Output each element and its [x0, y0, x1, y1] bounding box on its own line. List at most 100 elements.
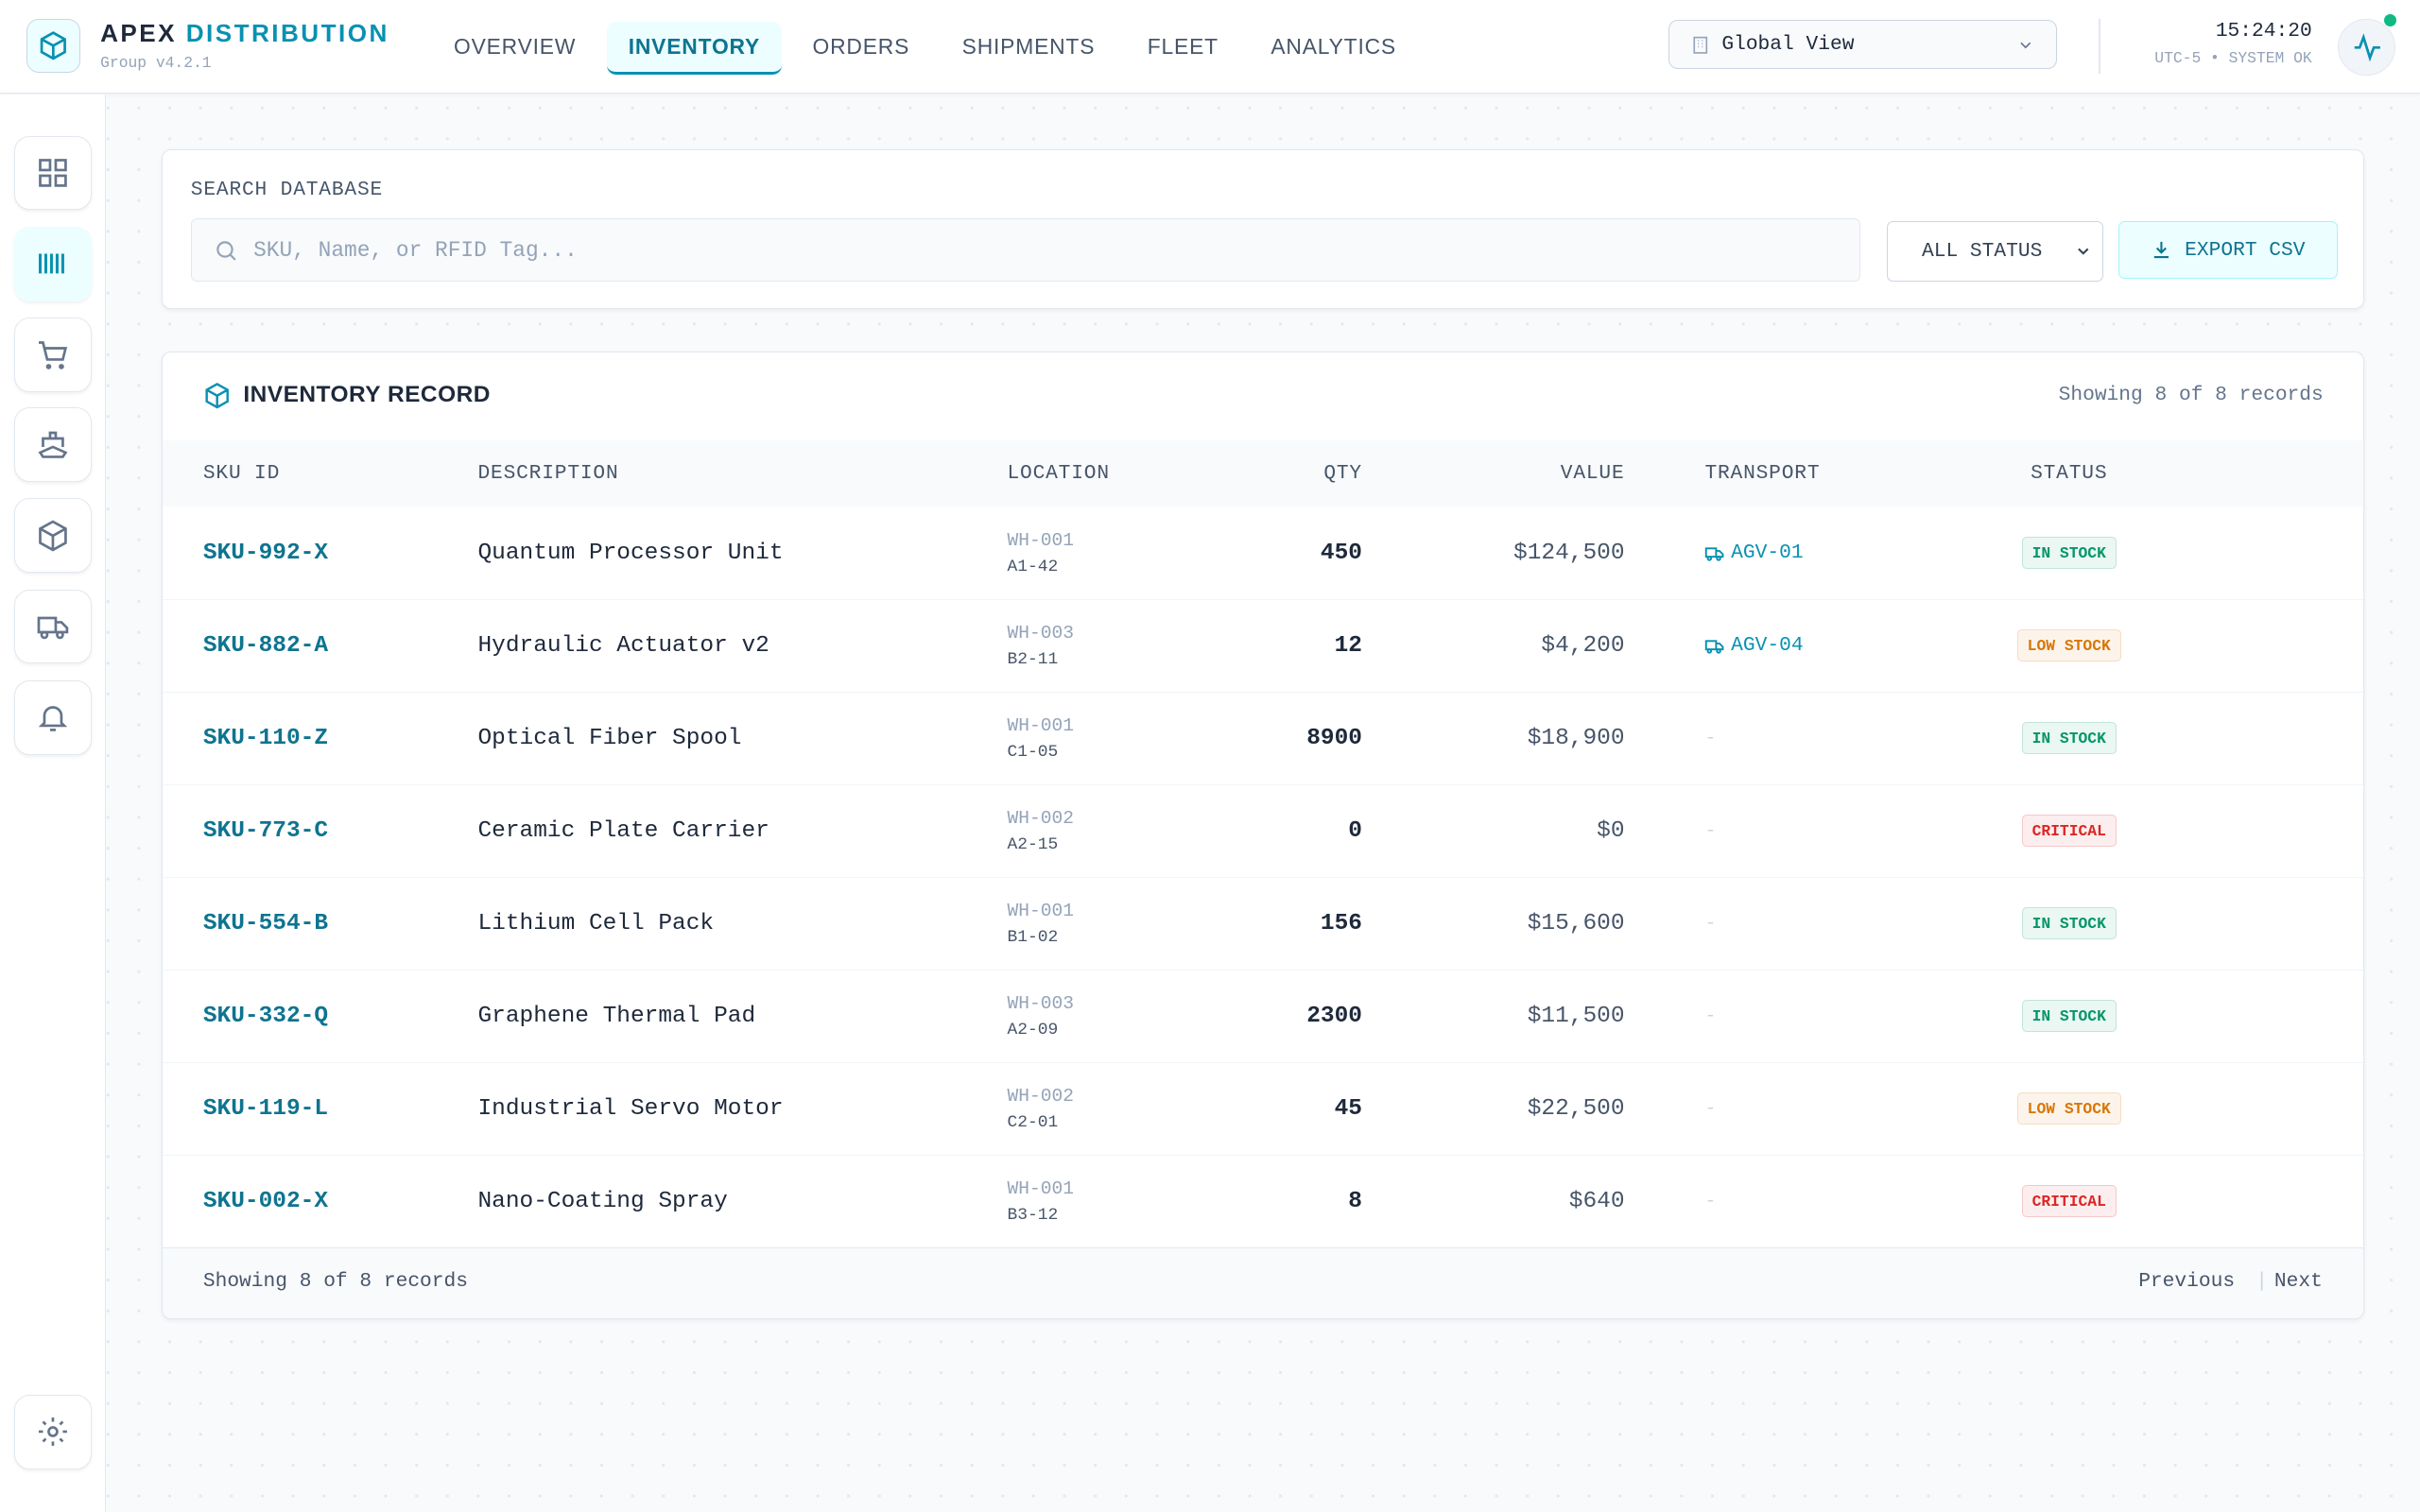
gear-icon — [38, 1418, 67, 1447]
grid-icon — [38, 159, 67, 187]
sku-cell: SKU-882-A — [203, 599, 435, 692]
sku-cell: SKU-992-X — [203, 507, 435, 599]
value-cell: $22,500 — [1470, 1062, 1625, 1155]
status-badge: IN STOCK — [2021, 907, 2117, 940]
quantity: 450 — [1320, 540, 1362, 566]
quantity: 45 — [1334, 1095, 1362, 1122]
warehouse: WH-003 — [1007, 622, 1074, 644]
transport[interactable]: AGV-04 — [1731, 634, 1804, 658]
bin: B1-02 — [1007, 928, 1059, 948]
value: $15,600 — [1527, 910, 1625, 936]
transport: - — [1704, 820, 1717, 842]
table-row[interactable]: SKU-110-Z Optical Fiber Spool WH-001 C1-05 8… — [163, 692, 2364, 786]
sku-id[interactable]: SKU-119-L — [202, 1095, 329, 1122]
column-header: SKU ID — [203, 440, 435, 507]
transport-cell: - — [1704, 970, 1890, 1062]
nav-inventory[interactable] — [13, 226, 92, 301]
table-row[interactable]: SKU-992-X Quantum Processor Unit WH-001 A1-… — [163, 507, 2364, 601]
sku-id[interactable]: SKU-882-A — [202, 632, 329, 659]
location-cell: WH-003 A2-09 — [1007, 970, 1192, 1062]
status-badge: IN STOCK — [2021, 1000, 2117, 1033]
logo-icon — [40, 31, 67, 60]
sku-id[interactable]: SKU-332-Q — [202, 1003, 329, 1029]
qty-cell: 8 — [1208, 1155, 1362, 1247]
view-select[interactable]: Global View — [1668, 20, 2058, 70]
export-button[interactable]: EXPORT CSV — [2118, 221, 2338, 279]
nav: OVERVIEW INVENTORY ORDERS SHIPMENTS FLEET ANA… — [432, 21, 1418, 75]
sku-cell: SKU-332-Q — [203, 970, 435, 1062]
value-cell: $4,200 — [1470, 599, 1624, 692]
location-cell: WH-001 B3-12 — [1007, 1155, 1192, 1247]
value: $22,500 — [1527, 1095, 1625, 1122]
transport-cell: AGV-01 — [1704, 507, 1890, 599]
location-cell: WH-001 C1-05 — [1007, 692, 1192, 784]
description-cell: Nano-Coating Spray — [477, 1155, 971, 1247]
cart-icon — [38, 340, 67, 369]
transport[interactable]: AGV-01 — [1731, 541, 1804, 565]
status-filter[interactable]: ALL STATUS — [1887, 221, 2103, 283]
nav-dashboard[interactable] — [13, 135, 92, 211]
box-icon — [205, 383, 229, 409]
nav-tab[interactable]: ANALYTICS — [1270, 33, 1396, 59]
quantity: 156 — [1320, 910, 1362, 936]
qty-cell: 8900 — [1208, 692, 1362, 784]
sku-id[interactable]: SKU-992-X — [202, 540, 329, 566]
quantity: 2300 — [1306, 1003, 1362, 1029]
description: Quantum Processor Unit — [477, 540, 784, 566]
sku-cell: SKU-773-C — [203, 784, 435, 877]
description-cell: Lithium Cell Pack — [477, 877, 971, 970]
transport: - — [1704, 1005, 1717, 1027]
value-cell: $11,500 — [1470, 970, 1625, 1062]
column-header-row: SKU ID DESCRIPTION LOCATION QTY VALUE TRANSPO… — [163, 440, 2364, 507]
nav-tab[interactable]: SHIPMENTS — [961, 33, 1096, 59]
table-row[interactable]: SKU-119-L Industrial Servo Motor WH-002 C2-… — [163, 1062, 2364, 1157]
column-header: STATUS — [1977, 440, 2162, 507]
nav-shipments[interactable] — [13, 407, 92, 482]
bin: A2-09 — [1007, 1021, 1059, 1040]
nav-alerts[interactable] — [13, 679, 92, 755]
warehouse: WH-001 — [1007, 1177, 1074, 1199]
nav-tab[interactable]: FLEET — [1147, 33, 1219, 59]
table-row[interactable]: SKU-882-A Hydraulic Actuator v2 WH-003 B2-1… — [163, 599, 2364, 694]
export-label: EXPORT CSV — [2185, 238, 2306, 262]
search-label: SEARCH DATABASE — [190, 178, 384, 201]
quantity: 12 — [1334, 632, 1362, 659]
nav-settings[interactable] — [13, 1394, 92, 1469]
column-header: TRANSPORT — [1704, 440, 1890, 507]
nav-packages[interactable] — [13, 498, 92, 574]
transport-cell: - — [1704, 692, 1890, 784]
download-icon — [2154, 242, 2169, 259]
nav-tab[interactable]: ORDERS — [812, 33, 910, 59]
clock: 15:24:20 — [2215, 20, 2312, 43]
nav-orders[interactable] — [13, 318, 92, 393]
nav-fleet[interactable] — [13, 589, 92, 664]
search-input[interactable]: SKU, Name, or RFID Tag... — [190, 218, 1861, 283]
sku-id[interactable]: SKU-554-B — [202, 910, 329, 936]
nav-tab[interactable]: INVENTORY — [606, 21, 782, 75]
table-row[interactable]: SKU-332-Q Graphene Thermal Pad WH-003 A2-09… — [163, 970, 2364, 1064]
table-row[interactable]: SKU-002-X Nano-Coating Spray WH-001 B3-12 8 $… — [163, 1155, 2364, 1249]
sku-id[interactable]: SKU-773-C — [202, 817, 329, 844]
previous-button[interactable]: Previous — [2138, 1270, 2236, 1294]
search-icon — [216, 240, 236, 261]
record-count: Showing 8 of 8 records — [2058, 383, 2324, 406]
next-button[interactable]: Next — [2273, 1270, 2323, 1294]
value-cell: $0 — [1470, 784, 1624, 877]
activity-button[interactable] — [2338, 18, 2396, 77]
table-row[interactable]: SKU-554-B Lithium Cell Pack WH-001 B1-02 156… — [163, 877, 2364, 971]
column-header: VALUE — [1470, 440, 1624, 507]
nav-tab[interactable]: OVERVIEW — [453, 33, 577, 59]
bin: C1-05 — [1007, 743, 1059, 763]
sku-id[interactable]: SKU-002-X — [202, 1188, 329, 1214]
quantity: 8900 — [1306, 725, 1362, 751]
sku-cell: SKU-119-L — [203, 1062, 435, 1155]
transport-cell: - — [1704, 1062, 1890, 1155]
column-label: STATUS — [2031, 462, 2108, 486]
warehouse: WH-001 — [1007, 714, 1074, 736]
logo[interactable] — [26, 18, 81, 74]
sku-id[interactable]: SKU-110-Z — [202, 725, 329, 751]
table-row[interactable]: SKU-773-C Ceramic Plate Carrier WH-002 A2-1… — [163, 784, 2364, 879]
transport: - — [1704, 728, 1717, 749]
value: $0 — [1597, 817, 1625, 844]
status-cell: LOW STOCK — [1977, 599, 2162, 692]
